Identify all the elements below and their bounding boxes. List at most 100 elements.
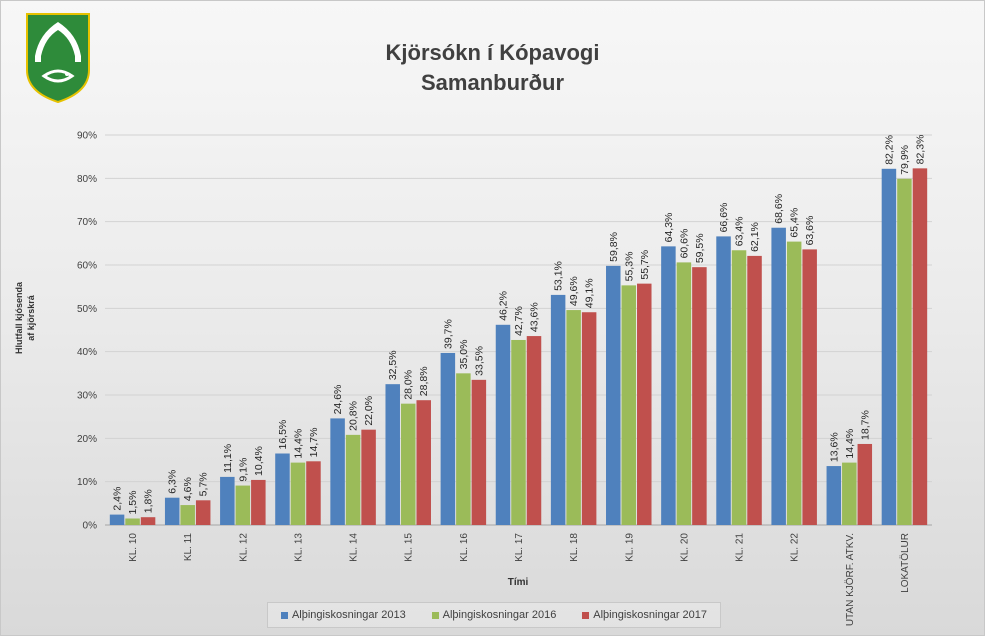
x-tick-label: KL. 14 xyxy=(349,533,360,562)
bar xyxy=(786,241,802,525)
bar xyxy=(456,373,471,525)
data-label: 55,3% xyxy=(623,252,635,282)
bar xyxy=(385,384,400,525)
y-tick-label: 90% xyxy=(77,131,97,142)
bar xyxy=(826,466,842,525)
legend-swatch-2013 xyxy=(280,611,288,619)
y-tick-label: 50% xyxy=(77,304,97,315)
data-label: 49,6% xyxy=(568,276,580,306)
bar xyxy=(606,265,621,525)
data-label: 9,1% xyxy=(237,458,249,482)
legend-swatch-2017 xyxy=(582,611,590,619)
x-tick-label: KL. 18 xyxy=(569,533,580,562)
data-label: 14,4% xyxy=(292,429,304,459)
x-axis-label: Tími xyxy=(508,577,529,588)
bar xyxy=(637,283,652,525)
bar xyxy=(125,518,140,525)
y-axis-label-line1: Hlutfall kjósenda xyxy=(14,281,24,354)
bar xyxy=(771,227,786,525)
y-tick-label: 0% xyxy=(83,521,98,532)
data-label: 20,8% xyxy=(348,401,360,431)
bar xyxy=(306,461,321,525)
data-label: 59,5% xyxy=(694,233,706,263)
bar xyxy=(511,339,526,525)
data-label: 65,4% xyxy=(789,208,801,238)
bar xyxy=(345,434,361,525)
bar xyxy=(661,246,676,525)
bar xyxy=(912,168,928,525)
y-tick-label: 60% xyxy=(77,261,97,272)
bar xyxy=(180,505,195,525)
bar xyxy=(897,178,912,525)
y-tick-label: 40% xyxy=(77,347,97,358)
x-tick-label: KL. 21 xyxy=(735,533,746,562)
x-tick-label: KL. 16 xyxy=(459,533,470,562)
bar xyxy=(220,476,235,525)
y-tick-label: 70% xyxy=(77,217,97,228)
legend-label-2013: Alþingiskosningar 2013 xyxy=(291,609,406,621)
chart-title: Kjörsókn í Kópavogi xyxy=(385,40,600,65)
data-label: 2,4% xyxy=(112,487,124,511)
bar xyxy=(495,324,511,525)
data-label: 24,6% xyxy=(332,385,344,415)
data-label: 59,8% xyxy=(608,232,620,262)
data-label: 82,2% xyxy=(883,135,895,165)
data-label: 6,3% xyxy=(167,470,179,494)
x-tick-label: KL. 19 xyxy=(624,533,635,562)
bar xyxy=(330,418,345,525)
chart-legend: Alþingiskosningar 2013 Alþingiskosningar… xyxy=(267,602,721,628)
y-tick-label: 30% xyxy=(77,391,97,402)
data-label: 42,7% xyxy=(513,306,525,336)
bar xyxy=(416,400,431,525)
bar xyxy=(109,514,125,525)
data-label: 79,9% xyxy=(899,145,911,175)
data-label: 64,3% xyxy=(663,213,675,243)
legend-label-2017: Alþingiskosningar 2017 xyxy=(593,609,708,621)
bar xyxy=(400,403,416,525)
legend-label-2016: Alþingiskosningar 2016 xyxy=(442,609,557,621)
x-tick-label: KL. 11 xyxy=(183,533,194,562)
data-label: 49,1% xyxy=(584,278,596,308)
bar xyxy=(440,352,456,525)
chart-subtitle: Samanburður xyxy=(420,70,565,95)
legend-swatch-2016 xyxy=(431,611,439,619)
bar xyxy=(361,429,376,525)
x-tick-label: KL. 17 xyxy=(514,533,525,562)
bar xyxy=(857,443,873,525)
x-tick-label: UTAN KJÖRF. ATKV. xyxy=(844,533,856,626)
data-label: 43,6% xyxy=(529,302,541,332)
bar xyxy=(164,497,180,525)
bar xyxy=(731,250,747,525)
data-label: 53,1% xyxy=(553,261,565,291)
data-label: 68,6% xyxy=(773,194,785,224)
data-label: 5,7% xyxy=(198,472,210,496)
data-label: 63,4% xyxy=(734,216,746,246)
bar xyxy=(566,310,581,525)
data-label: 62,1% xyxy=(749,222,761,252)
data-label: 82,3% xyxy=(914,135,926,165)
data-label: 66,6% xyxy=(718,203,730,233)
data-label: 33,5% xyxy=(473,346,485,376)
bar xyxy=(275,453,290,525)
data-label: 1,8% xyxy=(143,489,155,513)
legend-item-2017: Alþingiskosningar 2017 xyxy=(582,609,707,621)
bar xyxy=(842,462,857,525)
bar xyxy=(140,517,156,525)
bar xyxy=(802,249,817,525)
x-tick-label: KL. 13 xyxy=(293,533,304,562)
data-label: 28,0% xyxy=(403,370,415,400)
bar xyxy=(676,262,692,525)
y-axis-label-line2: af kjörskrá xyxy=(26,294,36,341)
data-label: 13,6% xyxy=(828,432,840,462)
data-label: 55,7% xyxy=(639,250,651,280)
x-tick-label: LOKATÖLUR xyxy=(899,533,911,593)
bar xyxy=(747,255,762,525)
legend-item-2016: Alþingiskosningar 2016 xyxy=(431,609,557,621)
data-label: 63,6% xyxy=(804,216,816,246)
bar xyxy=(290,462,306,525)
data-label: 60,6% xyxy=(678,229,690,259)
y-tick-label: 20% xyxy=(77,434,97,445)
bar xyxy=(526,336,542,525)
bar xyxy=(251,479,266,525)
data-label: 10,4% xyxy=(253,446,265,476)
